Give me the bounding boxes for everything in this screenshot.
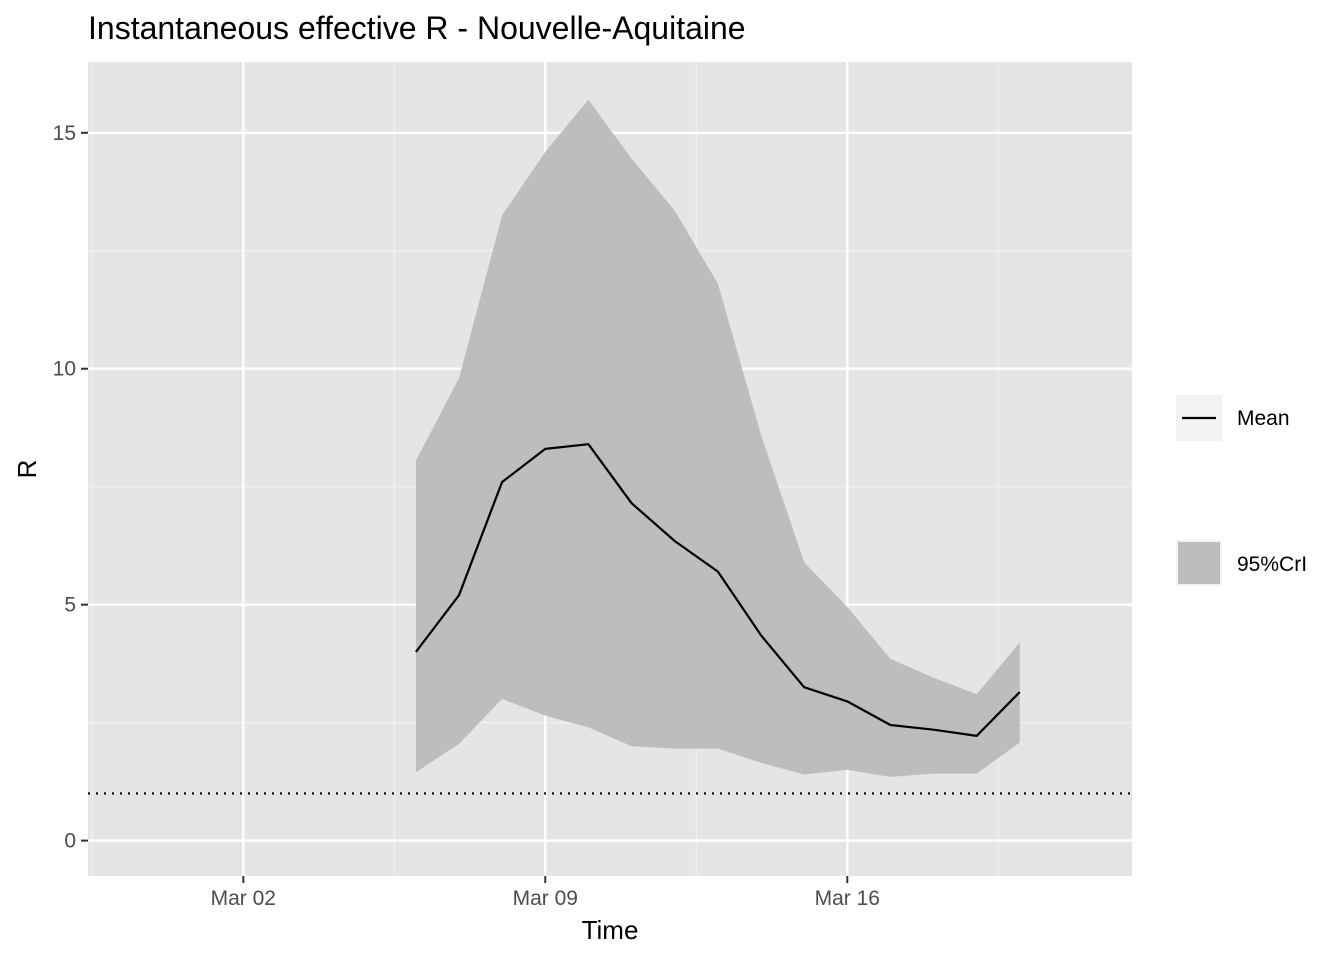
mean-line xyxy=(415,443,1021,737)
legend-ribbon-swatch-icon xyxy=(1178,542,1220,584)
y-tick-label: 0 xyxy=(64,830,76,853)
legend-label-mean: Mean xyxy=(1237,407,1290,430)
legend-label-ribbon: 95%CrI xyxy=(1237,553,1307,576)
x-axis-title: Time xyxy=(582,915,639,945)
y-axis-title: R xyxy=(12,460,42,479)
y-tick-label: 5 xyxy=(64,594,76,617)
legend: Mean 95%CrI xyxy=(1176,395,1307,586)
credible-interval-ribbon xyxy=(415,99,1020,777)
x-tick-label: Mar 09 xyxy=(513,887,578,910)
y-tick-label: 15 xyxy=(53,122,76,145)
x-axis: Mar 02 Mar 09 Mar 16 xyxy=(211,876,880,910)
x-tick-label: Mar 16 xyxy=(815,887,880,910)
y-axis: 0 5 10 15 xyxy=(53,122,88,853)
x-tick-label: Mar 02 xyxy=(211,887,276,910)
chart-title: Instantaneous effective R - Nouvelle-Aqu… xyxy=(88,10,746,46)
y-tick-label: 10 xyxy=(53,358,76,381)
